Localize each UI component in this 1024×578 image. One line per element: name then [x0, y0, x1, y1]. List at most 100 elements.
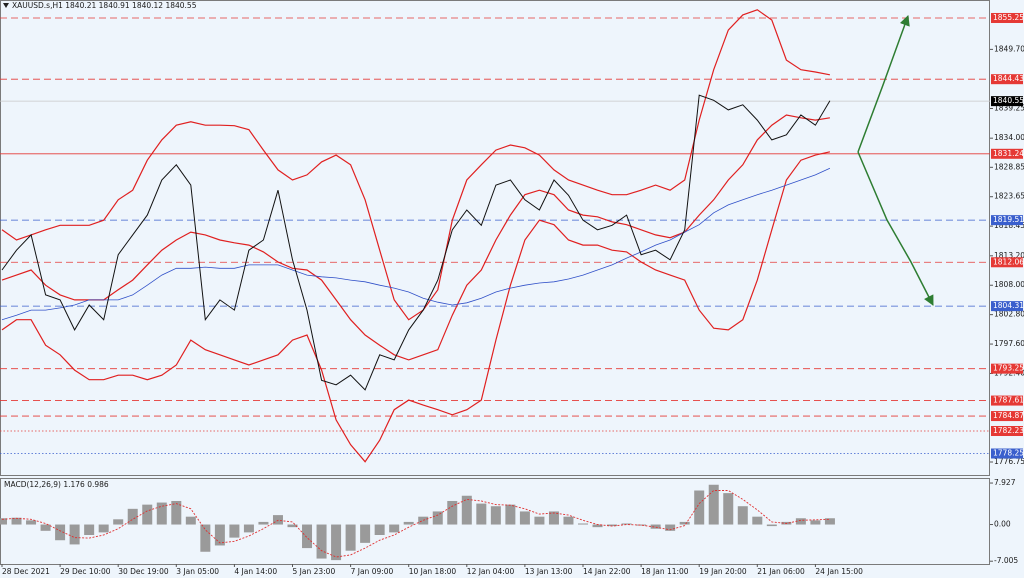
macd-bar — [185, 516, 196, 525]
x-tick-label: 28 Dec 2021 — [2, 567, 50, 576]
y-tick-label: 7.927 — [994, 478, 1016, 487]
y-tick-label: 1823.65 — [994, 192, 1024, 201]
macd-bar — [824, 518, 835, 525]
series-line — [1, 9, 831, 321]
macd-bar — [490, 506, 501, 525]
level-label-box — [991, 363, 1023, 374]
macd-bar — [752, 516, 763, 525]
macd-bar — [171, 500, 182, 525]
macd-bar — [723, 493, 734, 525]
macd-bar — [447, 500, 458, 525]
y-tick-label: 1776.75 — [994, 457, 1024, 466]
macd-bar — [607, 524, 618, 527]
macd-bar — [766, 524, 777, 527]
x-tick-label: 18 Jan 11:00 — [641, 567, 689, 576]
macd-bar — [258, 521, 269, 525]
level-label-box — [991, 257, 1023, 268]
macd-bar — [142, 504, 153, 525]
macd-bar — [476, 503, 487, 525]
level-label: 1844.43 — [993, 74, 1024, 83]
series-line — [1, 94, 831, 391]
level-label: 1793.25 — [993, 364, 1024, 373]
macd-bar — [243, 524, 254, 533]
macd-bar — [0, 518, 7, 525]
level-label-box — [991, 215, 1023, 226]
x-tick-label: 13 Jan 13:00 — [525, 567, 573, 576]
x-tick-label: 14 Jan 22:00 — [583, 567, 631, 576]
macd-bar — [519, 511, 530, 525]
macd-bar — [98, 524, 109, 533]
projection-up — [857, 15, 910, 153]
macd-bar — [69, 524, 80, 545]
macd-bar — [650, 524, 661, 529]
x-tick-label: 24 Jan 15:00 — [815, 567, 863, 576]
macd-bar — [287, 524, 298, 528]
series-line — [1, 167, 831, 321]
macd-bar — [810, 520, 821, 525]
x-tick-label: 30 Dec 19:00 — [118, 567, 169, 576]
series-line — [1, 114, 830, 361]
macd-bar — [432, 511, 443, 525]
level-label: 1787.61 — [993, 396, 1024, 405]
level-label-box — [991, 425, 1023, 436]
macd-panel: 28 Dec 2021 29 Dec 10:00 30 Dec 19:00 3 Jan… — [0, 478, 1018, 576]
macd-bar — [302, 524, 313, 549]
macd-bar — [461, 495, 472, 525]
y-tick-label: 1802.80 — [994, 310, 1024, 319]
macd-bar — [316, 524, 327, 559]
macd-bar — [40, 524, 51, 531]
level-label-box — [991, 448, 1023, 459]
y-tick-label: 1828.85 — [994, 162, 1024, 171]
main-frame — [0, 0, 990, 476]
level-label: 1784.87 — [993, 411, 1024, 420]
signal-line — [1, 490, 830, 558]
macd-bar — [636, 524, 647, 526]
macd-bar — [578, 523, 588, 525]
x-tick-label: 21 Jan 06:00 — [757, 567, 805, 576]
macd-bar — [331, 524, 342, 561]
macd-bar — [200, 524, 211, 552]
x-tick-label: 5 Jan 23:00 — [293, 567, 336, 576]
x-tick-label: 29 Dec 10:00 — [60, 567, 111, 576]
macd-bar — [548, 511, 559, 525]
macd-bar — [374, 524, 385, 536]
series-line — [1, 151, 831, 463]
macd-bar — [229, 524, 240, 538]
menu-icon[interactable] — [3, 3, 9, 8]
macd-bar — [737, 506, 748, 525]
level-label: 1840.55 — [993, 96, 1024, 105]
level-label: 1804.31 — [993, 301, 1024, 310]
macd-title: MACD(12,26,9) 1.176 0.986 — [4, 480, 109, 489]
level-label: 1855.25 — [993, 13, 1024, 22]
macd-bar — [127, 508, 138, 525]
macd-bar — [345, 524, 356, 551]
x-tick-label: 4 Jan 14:00 — [234, 567, 277, 576]
macd-bar — [679, 521, 690, 525]
macd-bar — [665, 524, 676, 531]
x-tick-label: 12 Jan 04:00 — [467, 567, 515, 576]
x-tick-label: 3 Jan 05:00 — [176, 567, 219, 576]
y-tick-label: 1808.00 — [994, 280, 1024, 289]
level-label-box — [991, 411, 1023, 422]
x-tick-label: 7 Jan 09:00 — [351, 567, 394, 576]
macd-bar — [272, 515, 283, 525]
macd-bar — [621, 523, 632, 525]
macd-bar — [113, 519, 124, 525]
macd-bar — [55, 524, 66, 541]
macd-bar — [156, 502, 167, 525]
level-label-box — [991, 301, 1023, 312]
macd-bar — [389, 524, 400, 533]
y-tick-label: 1849.70 — [994, 44, 1024, 53]
chart-title: XAUUSD.s,H1 1840.21 1840.91 1840.12 1840… — [12, 1, 197, 10]
macd-bar — [26, 520, 37, 525]
y-tick-label: 1818.45 — [994, 221, 1024, 230]
level-label-box — [991, 12, 1023, 23]
level-label: 1782.23 — [993, 426, 1024, 435]
level-label: 1831.24 — [993, 149, 1024, 158]
level-label: 1819.51 — [993, 215, 1024, 224]
macd-bar — [708, 484, 719, 525]
macd-bar — [360, 524, 371, 543]
x-tick-label: 10 Jan 18:00 — [409, 567, 457, 576]
macd-bar — [592, 524, 603, 528]
